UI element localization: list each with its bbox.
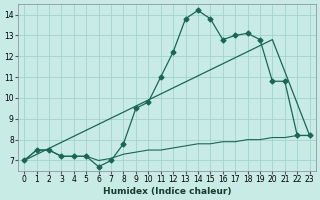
X-axis label: Humidex (Indice chaleur): Humidex (Indice chaleur): [103, 187, 231, 196]
